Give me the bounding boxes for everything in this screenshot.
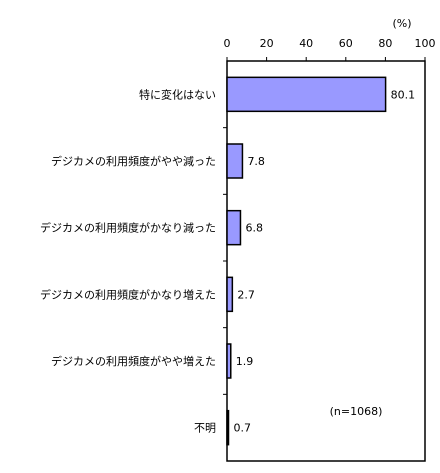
x-tick-label: 80: [378, 37, 392, 50]
value-label: 1.9: [236, 355, 254, 368]
x-axis-ticks: 0 20 40 60 80 100: [224, 37, 436, 61]
category-labels: 特に変化はないデジカメの利用頻度がやや減ったデジカメの利用頻度がかなり減ったデジ…: [40, 87, 216, 434]
bar: [226, 76, 387, 113]
x-tick-label: 0: [224, 37, 231, 50]
category-label: デジカメの利用頻度がかなり減った: [40, 221, 216, 235]
value-labels: 80.1 7.8 6.8 2.7 1.9 0.7: [234, 88, 416, 434]
bars: [223, 76, 387, 446]
x-tick-label: 100: [415, 37, 436, 50]
bar: [226, 209, 242, 246]
bar: [226, 143, 244, 179]
value-label: 2.7: [237, 288, 255, 301]
category-label: 特に変化はない: [139, 87, 216, 101]
unit-label: (%): [392, 17, 411, 30]
x-tick-label: 20: [260, 37, 274, 50]
category-label: デジカメの利用頻度がかなり増えた: [40, 287, 216, 301]
value-label: 80.1: [391, 88, 416, 101]
value-label: 7.8: [247, 155, 265, 168]
category-label: 不明: [194, 422, 216, 435]
bar: [226, 343, 232, 379]
category-label: デジカメの利用頻度がやや減った: [51, 154, 216, 168]
x-tick-label: 60: [339, 37, 353, 50]
category-label: デジカメの利用頻度がやや増えた: [51, 354, 216, 368]
bar: [226, 276, 234, 313]
value-label: 6.8: [245, 222, 262, 235]
x-tick-label: 40: [299, 37, 313, 50]
plot-frame: [226, 60, 426, 462]
sample-size-note: (n=1068): [330, 405, 383, 418]
bar: [226, 409, 230, 446]
value-label: 0.7: [234, 422, 252, 435]
